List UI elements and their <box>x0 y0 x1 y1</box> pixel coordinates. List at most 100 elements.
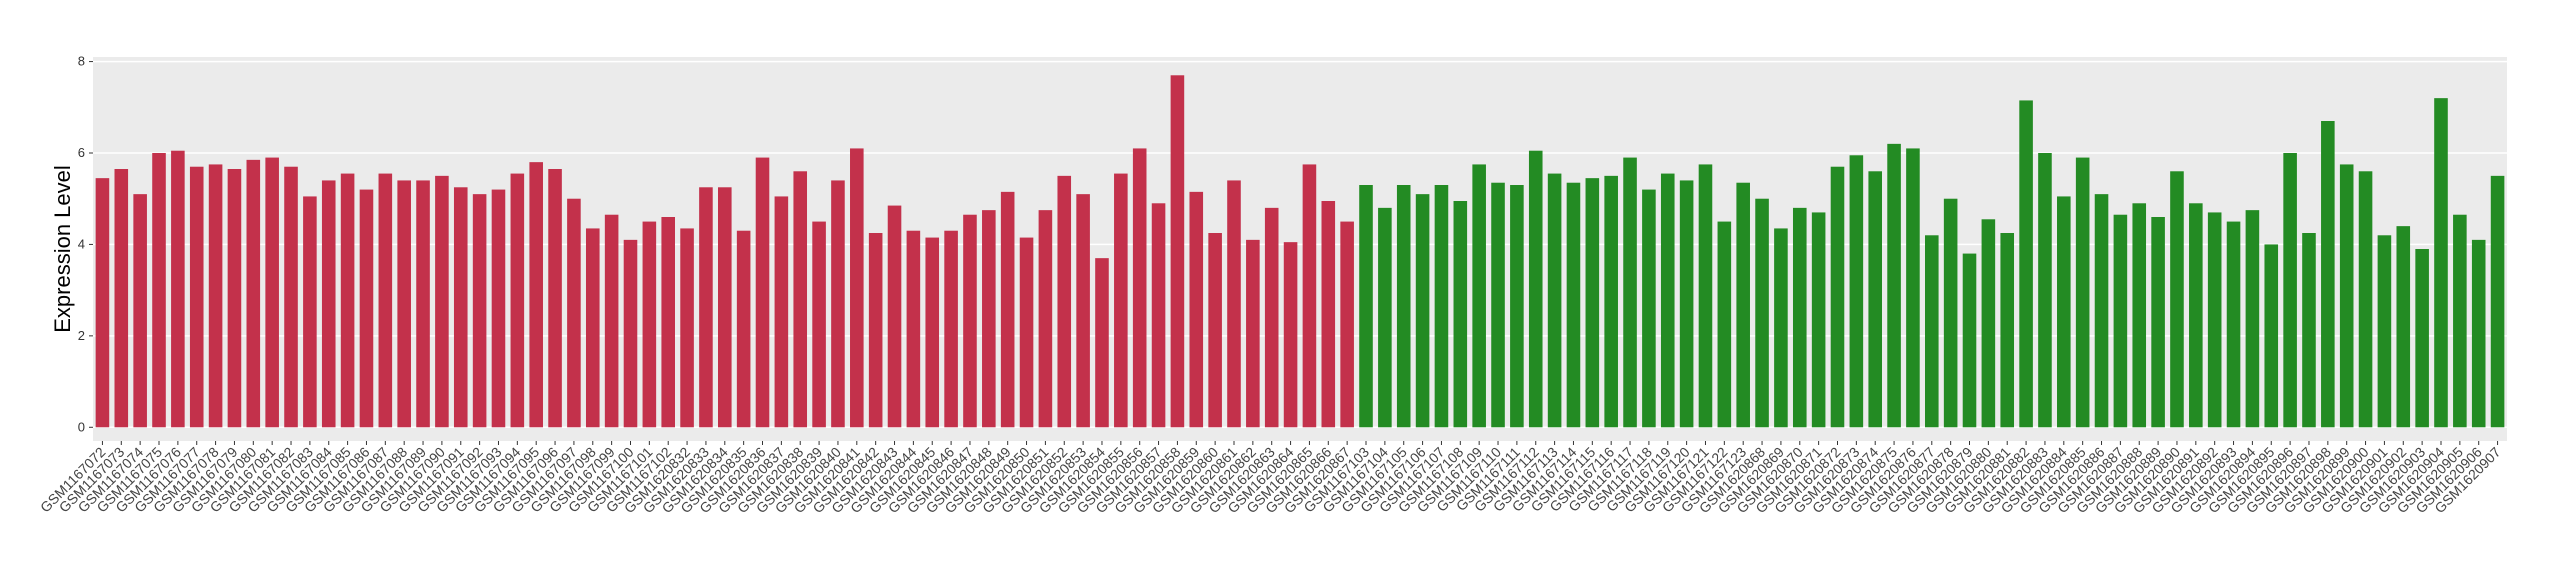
bar <box>1057 175 1072 428</box>
bar <box>2094 194 2109 428</box>
bar <box>925 237 940 428</box>
bar <box>1736 182 1750 428</box>
bar <box>680 228 694 428</box>
bar <box>2226 221 2241 428</box>
bar <box>208 164 223 428</box>
bar <box>1774 228 1788 428</box>
bar <box>2396 226 2411 428</box>
bar <box>284 166 298 428</box>
bar <box>755 157 770 428</box>
bar <box>1830 166 1845 428</box>
bar <box>510 173 525 428</box>
bar <box>133 194 147 428</box>
bar <box>472 194 487 428</box>
bar <box>1623 157 1637 428</box>
bar <box>2339 164 2354 428</box>
bar <box>321 180 336 428</box>
bar <box>2490 175 2505 428</box>
bar <box>812 221 826 428</box>
bar <box>246 159 261 428</box>
bar <box>1660 173 1675 428</box>
bar <box>2170 171 2184 428</box>
bar <box>189 166 204 428</box>
bar <box>1283 242 1298 428</box>
bar <box>1868 171 1883 428</box>
bar <box>1208 233 1222 428</box>
bar <box>1000 191 1015 428</box>
bar <box>2302 233 2316 428</box>
bar <box>1453 201 1468 428</box>
bar <box>1943 198 1958 428</box>
bar <box>1510 185 1524 428</box>
bar <box>1792 207 1807 428</box>
bar <box>114 169 129 428</box>
bar <box>1887 143 1901 428</box>
bar <box>623 239 638 428</box>
bar <box>1906 148 1920 428</box>
bar <box>1095 258 1109 428</box>
bar <box>661 217 676 428</box>
bar <box>1415 194 1430 428</box>
bar <box>1246 239 1260 428</box>
bar <box>435 175 449 428</box>
bar <box>1472 164 1486 428</box>
bar <box>906 230 921 428</box>
bar <box>1340 221 1354 428</box>
bar <box>887 205 902 428</box>
bar <box>1132 148 1147 428</box>
bar <box>359 189 374 428</box>
bar <box>1038 210 1053 428</box>
bar <box>1227 180 1241 428</box>
bar <box>1604 175 1618 428</box>
bar <box>1434 185 1449 428</box>
bar <box>152 153 166 428</box>
bar <box>1528 150 1543 428</box>
bar <box>1076 194 1090 428</box>
y-tick-label: 0 <box>78 419 85 434</box>
bar <box>2151 217 2165 428</box>
bar <box>736 230 751 428</box>
bar <box>2038 153 2052 428</box>
bar <box>1755 198 1769 428</box>
bar <box>397 180 411 428</box>
bar <box>831 180 845 428</box>
bar <box>774 196 789 428</box>
bar <box>585 228 600 428</box>
bar <box>642 221 657 428</box>
bar <box>2415 249 2429 428</box>
bar <box>2075 157 2090 428</box>
y-axis-label: Expression Level <box>50 165 75 333</box>
bar <box>2283 153 2297 428</box>
bar <box>1491 182 1505 428</box>
bar <box>1962 253 1977 428</box>
y-tick-label: 4 <box>78 236 85 251</box>
bar <box>2207 212 2222 428</box>
bar <box>1849 155 1864 428</box>
bar <box>1359 185 1373 428</box>
bar <box>1981 219 1996 428</box>
bar <box>2019 100 2033 428</box>
bar <box>171 150 185 428</box>
bar <box>944 230 958 428</box>
bar <box>2264 244 2279 428</box>
bar <box>1170 75 1185 428</box>
bar <box>1585 178 1600 428</box>
bar <box>1698 164 1713 428</box>
bar <box>265 157 279 428</box>
bar <box>717 187 732 428</box>
bar <box>1151 203 1166 428</box>
bar <box>2132 203 2147 428</box>
bar <box>1924 235 1939 428</box>
bar <box>2471 239 2486 428</box>
bar <box>1811 212 1826 428</box>
bar <box>2113 214 2128 428</box>
bar <box>1717 221 1732 428</box>
bar <box>453 187 468 428</box>
bar <box>1189 191 1204 428</box>
bar <box>2057 196 2071 428</box>
bar <box>416 180 430 428</box>
bar <box>303 196 317 428</box>
y-tick-label: 2 <box>78 328 85 343</box>
bar <box>1264 207 1279 428</box>
